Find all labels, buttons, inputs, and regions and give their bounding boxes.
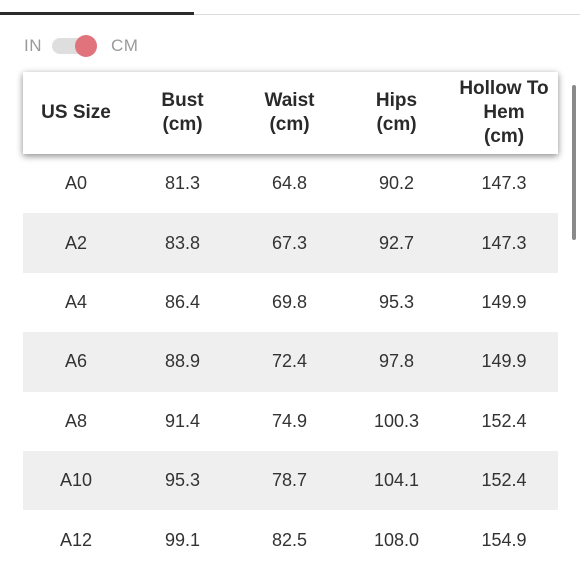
- cell-us-size: A12: [59, 529, 93, 550]
- cell-bust: 83.8: [129, 213, 236, 273]
- table-header-row: US Size Bust (cm) Waist (cm) Hips (cm) Holl…: [23, 72, 558, 154]
- cell-bust: 88.9: [129, 332, 236, 392]
- unit-label-in[interactable]: IN: [24, 36, 42, 55]
- unit-switch[interactable]: [52, 35, 98, 57]
- cell-bust: 95.3: [129, 450, 236, 511]
- cell-hips: 100.3: [373, 410, 420, 431]
- unit-toggle: IN CM: [24, 33, 138, 59]
- vertical-scrollbar[interactable]: [572, 85, 576, 240]
- cell-us-size: A4: [64, 291, 88, 312]
- cell-bust: 99.1: [164, 529, 201, 550]
- cell-hips: 108.0: [373, 529, 420, 550]
- cell-waist: 82.5: [271, 529, 308, 550]
- cell-hollow-to-hem: 149.9: [450, 332, 558, 392]
- table-row: A0 81.3 64.8 90.2 147.3: [23, 154, 558, 213]
- unit-switch-knob[interactable]: [75, 35, 97, 57]
- unit-label-cm[interactable]: CM: [111, 36, 139, 55]
- cell-hollow-to-hem: 149.9: [481, 291, 527, 312]
- cell-bust: 86.4: [164, 291, 201, 312]
- cell-hips: 104.1: [343, 450, 450, 511]
- cell-hollow-to-hem: 147.3: [450, 213, 558, 273]
- table-row: A2 83.8 67.3 92.7 147.3: [23, 213, 558, 273]
- cell-waist: 67.3: [236, 213, 343, 273]
- cell-us-size: A6: [23, 332, 129, 392]
- cell-waist: 64.8: [271, 173, 308, 194]
- cell-hips: 92.7: [343, 213, 450, 273]
- cell-hollow-to-hem: 152.4: [481, 410, 527, 431]
- cell-hips: 95.3: [378, 291, 415, 312]
- cell-us-size: A10: [23, 450, 129, 511]
- table-row: A12 99.1 82.5 108.0 154.9: [23, 510, 558, 569]
- cell-us-size: A0: [64, 173, 88, 194]
- cell-bust: 81.3: [164, 173, 201, 194]
- cell-waist: 69.8: [271, 291, 308, 312]
- table-row: A8 91.4 74.9 100.3 152.4: [23, 392, 558, 451]
- header-bust: Bust (cm): [129, 72, 236, 154]
- cell-waist: 74.9: [271, 410, 308, 431]
- cell-waist: 72.4: [236, 332, 343, 392]
- header-hollow-to-hem: Hollow To Hem (cm): [450, 72, 558, 154]
- table-row: A6 88.9 72.4 97.8 149.9: [23, 332, 558, 392]
- cell-us-size: A8: [64, 410, 88, 431]
- header-waist: Waist (cm): [236, 72, 343, 154]
- top-divider: [0, 14, 580, 15]
- table-row: A4 86.4 69.8 95.3 149.9: [23, 273, 558, 332]
- cell-hollow-to-hem: 152.4: [450, 450, 558, 511]
- header-us-size: US Size: [23, 72, 129, 154]
- active-tab-indicator: [0, 12, 194, 15]
- header-hips: Hips (cm): [343, 72, 450, 154]
- cell-hollow-to-hem: 147.3: [481, 173, 527, 194]
- table-row: A10 95.3 78.7 104.1 152.4: [23, 450, 558, 511]
- cell-hollow-to-hem: 154.9: [481, 529, 527, 550]
- cell-waist: 78.7: [236, 450, 343, 511]
- cell-us-size: A2: [23, 213, 129, 273]
- cell-hips: 97.8: [343, 332, 450, 392]
- size-chart-table: US Size Bust (cm) Waist (cm) Hips (cm) Holl…: [23, 72, 558, 570]
- cell-bust: 91.4: [164, 410, 201, 431]
- cell-hips: 90.2: [378, 173, 415, 194]
